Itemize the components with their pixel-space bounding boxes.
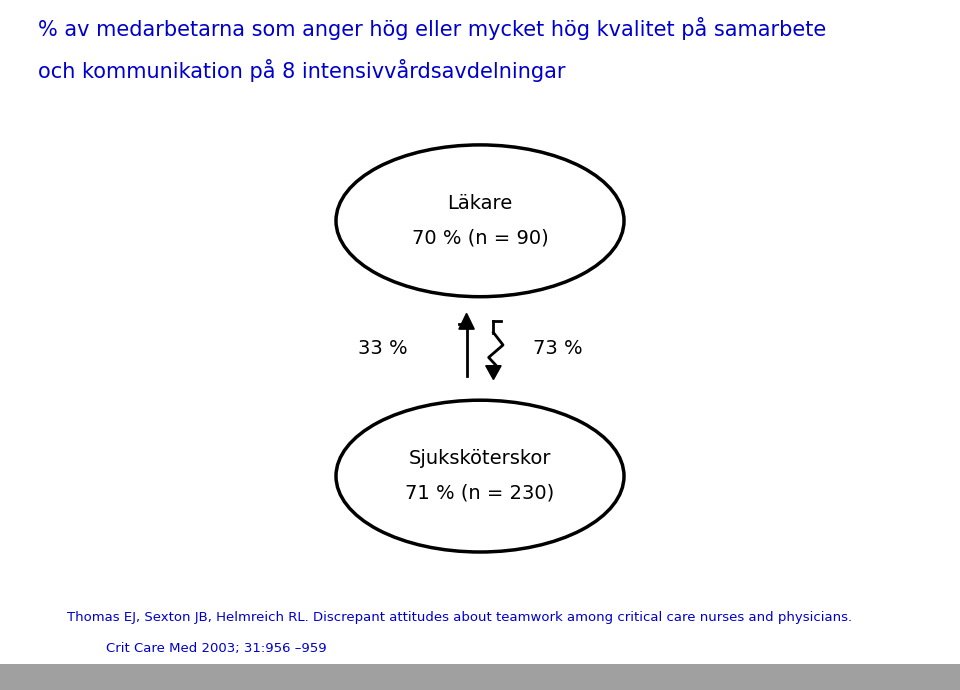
Text: Thomas EJ, Sexton JB, Helmreich RL. Discrepant attitudes about teamwork among cr: Thomas EJ, Sexton JB, Helmreich RL. Disc… <box>67 611 852 624</box>
FancyBboxPatch shape <box>0 664 960 690</box>
Text: Läkare: Läkare <box>447 194 513 213</box>
Text: och kommunikation på 8 intensivvårdsavdelningar: och kommunikation på 8 intensivvårdsavde… <box>38 59 565 81</box>
Text: 73 %: 73 % <box>533 339 583 358</box>
Text: 33 %: 33 % <box>358 339 408 358</box>
Text: Crit Care Med 2003; 31:956 –959: Crit Care Med 2003; 31:956 –959 <box>106 642 326 655</box>
Text: % av medarbetarna som anger hög eller mycket hög kvalitet på samarbete: % av medarbetarna som anger hög eller my… <box>38 17 827 40</box>
Text: 70 % (n = 90): 70 % (n = 90) <box>412 228 548 248</box>
Polygon shape <box>486 366 501 380</box>
Polygon shape <box>459 313 474 329</box>
Text: 71 % (n = 230): 71 % (n = 230) <box>405 484 555 503</box>
Text: Sjuksköterskor: Sjuksköterskor <box>409 449 551 469</box>
